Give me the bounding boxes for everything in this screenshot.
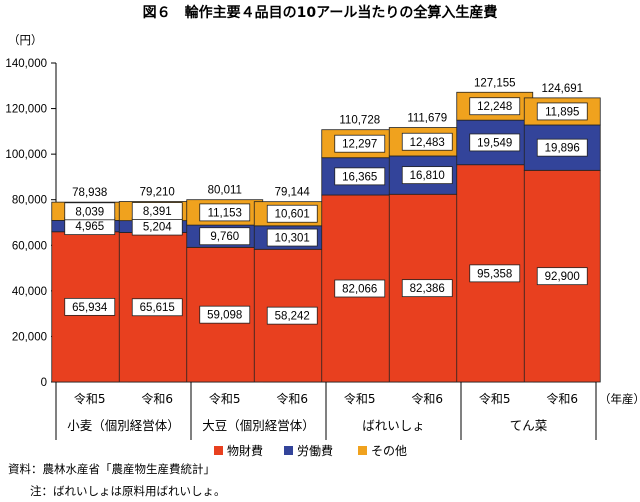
data-label-box — [401, 279, 453, 298]
category-label: 令和6 — [546, 391, 578, 406]
data-label: 16,365 — [342, 171, 377, 183]
x-axis-unit: （年産） — [599, 392, 640, 406]
data-label: 82,386 — [410, 283, 445, 295]
data-label: 59,098 — [207, 310, 242, 322]
data-label-box — [536, 267, 588, 286]
data-label-box — [401, 166, 453, 185]
data-label: 19,549 — [477, 137, 512, 149]
total-label: 111,679 — [407, 113, 447, 125]
data-label-box — [266, 228, 318, 247]
data-label: 16,810 — [410, 170, 445, 182]
data-label: 92,900 — [545, 271, 580, 283]
group-label: ばれいしょ — [362, 418, 425, 433]
total-label: 78,938 — [72, 187, 107, 199]
data-label-box — [469, 97, 521, 116]
data-label: 65,934 — [72, 302, 108, 314]
data-label-box — [199, 227, 251, 246]
data-label: 65,615 — [140, 302, 175, 314]
y-tick-label: 40,000 — [12, 286, 47, 298]
plot-area: 0 20,000 40,000 60,000 80,000 100,000 120,000 1… — [5, 58, 601, 458]
data-label-box — [64, 297, 116, 316]
y-tick-label: 140,000 — [5, 58, 47, 70]
category-label: 令和5 — [479, 391, 511, 406]
total-label: 110,728 — [339, 115, 380, 127]
total-label: 124,691 — [541, 83, 583, 95]
data-label-box — [401, 132, 453, 151]
group-label: 小麦（個別経営体） — [67, 418, 180, 433]
footnote: 注：ばれいしょは原料用ばれいしょ。 — [30, 484, 226, 498]
data-label: 8,039 — [75, 206, 104, 218]
data-label-box — [536, 138, 588, 157]
category-label: 令和6 — [411, 391, 443, 406]
data-label: 5,204 — [143, 222, 172, 234]
legend-label: 物財費 — [227, 443, 263, 458]
y-axis-unit: （円） — [8, 33, 43, 47]
data-label: 11,153 — [208, 207, 242, 219]
data-label: 58,242 — [275, 311, 310, 323]
data-label: 4,965 — [75, 221, 104, 233]
data-label-box — [266, 204, 318, 223]
category-label: 令和5 — [344, 391, 376, 406]
data-label: 11,895 — [545, 106, 579, 118]
category-label: 令和5 — [74, 391, 106, 406]
data-label: 82,066 — [342, 284, 377, 296]
total-label: 127,155 — [474, 77, 516, 89]
data-label-box — [199, 203, 251, 222]
data-label: 12,248 — [477, 101, 512, 113]
data-label: 9,760 — [210, 231, 239, 243]
data-label-box — [199, 305, 251, 324]
legend-label: 労働費 — [297, 443, 333, 458]
group-label: てん菜 — [510, 418, 548, 433]
data-label-box — [266, 306, 318, 325]
chart-title: 図６ 輪作主要４品目の10アール当たりの全算入生産費 — [143, 4, 498, 21]
legend-swatch — [284, 446, 293, 455]
y-tick-label: 0 — [41, 377, 47, 389]
data-label: 95,358 — [477, 268, 512, 280]
y-tick-label: 20,000 — [12, 331, 47, 343]
total-label: 79,144 — [275, 187, 311, 199]
data-label: 8,391 — [143, 206, 172, 218]
data-label-box — [334, 279, 386, 298]
data-label: 10,301 — [275, 233, 310, 245]
data-label-box — [131, 298, 183, 317]
legend-label: その他 — [371, 444, 407, 458]
data-label-box — [64, 202, 116, 221]
category-label: 令和6 — [141, 391, 173, 406]
data-label-box — [334, 134, 386, 153]
group-label: 大豆（個別経営体） — [202, 418, 315, 433]
data-label: 12,297 — [342, 139, 377, 151]
y-tick-label: 60,000 — [12, 240, 47, 252]
legend-swatch — [358, 446, 367, 455]
y-tick-label: 120,000 — [5, 104, 47, 116]
y-tick-label: 80,000 — [12, 195, 47, 207]
legend-swatch — [214, 446, 223, 455]
category-label: 令和5 — [209, 391, 241, 406]
data-label-box — [469, 133, 521, 152]
data-label-box — [469, 264, 521, 283]
source-note: 資料：農林水産省「農産物生産費統計」 — [8, 462, 215, 476]
total-label: 79,210 — [140, 187, 175, 199]
data-label: 12,483 — [410, 137, 445, 149]
category-label: 令和6 — [276, 391, 308, 406]
data-label-box — [536, 102, 588, 121]
data-label: 19,896 — [545, 143, 580, 155]
data-label-box — [131, 202, 183, 220]
data-label: 10,601 — [275, 209, 310, 221]
total-label: 80,011 — [208, 185, 242, 197]
data-label-box — [334, 167, 386, 186]
y-tick-label: 100,000 — [5, 149, 47, 161]
